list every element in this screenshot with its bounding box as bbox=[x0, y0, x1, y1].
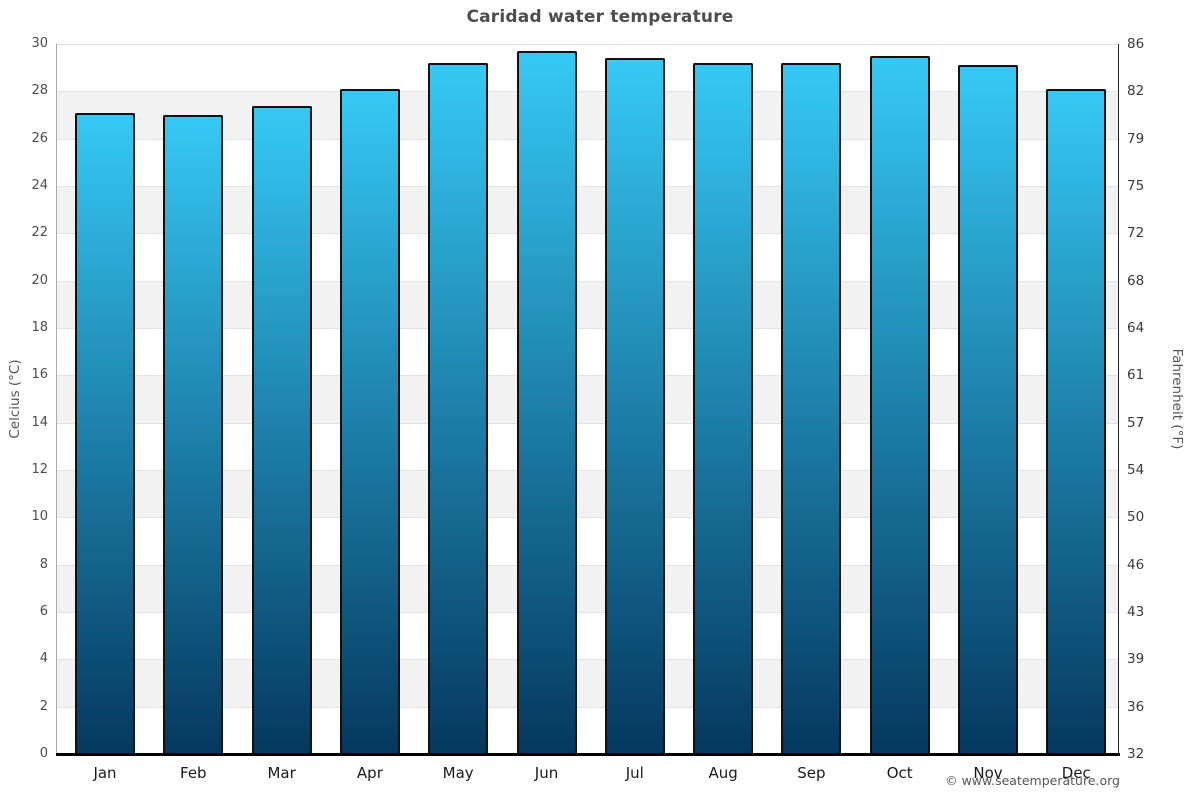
x-tick-label: Sep bbox=[797, 764, 826, 782]
gridline bbox=[57, 706, 1119, 708]
y-tick-label-fahrenheit: 32 bbox=[1127, 746, 1145, 762]
x-tick-label: Mar bbox=[267, 764, 296, 782]
y-tick-label-celsius: 24 bbox=[31, 178, 48, 193]
bar-dec bbox=[1046, 88, 1107, 754]
bar-jul bbox=[604, 58, 665, 754]
y-tick-label-celsius: 18 bbox=[31, 320, 48, 335]
bar-feb bbox=[163, 115, 224, 754]
right-axis-line bbox=[1118, 44, 1119, 755]
bottom-axis-line bbox=[56, 753, 1120, 756]
y-tick-label-fahrenheit: 46 bbox=[1127, 556, 1145, 573]
gridline bbox=[57, 91, 1119, 93]
y-tick-label-fahrenheit: 64 bbox=[1127, 320, 1145, 336]
y-tick-label-fahrenheit: 79 bbox=[1127, 130, 1145, 147]
y-tick-label-celsius: 28 bbox=[31, 83, 48, 99]
bar-apr bbox=[339, 88, 400, 754]
bar-oct bbox=[869, 55, 930, 754]
gridline bbox=[57, 470, 1119, 471]
x-tick-label: Apr bbox=[356, 764, 383, 782]
y-tick-label-celsius: 16 bbox=[31, 367, 48, 383]
chart-title: Caridad water temperature bbox=[466, 7, 734, 27]
gridline bbox=[57, 659, 1119, 661]
gridline bbox=[57, 44, 1119, 45]
bar-jan bbox=[75, 112, 135, 754]
x-tick-label: Feb bbox=[180, 764, 207, 782]
x-tick-label: Jan bbox=[93, 764, 117, 782]
bar-sep bbox=[781, 62, 842, 754]
background-band bbox=[57, 280, 1119, 328]
y-tick-label-fahrenheit: 86 bbox=[1127, 36, 1145, 52]
background-band bbox=[57, 659, 1119, 707]
y-tick-label-celsius: 0 bbox=[39, 746, 48, 761]
x-tick-label: Aug bbox=[708, 764, 738, 782]
y-tick-label-fahrenheit: 72 bbox=[1127, 225, 1145, 242]
bar-mar bbox=[251, 105, 312, 754]
y-tick-label-fahrenheit: 82 bbox=[1127, 83, 1145, 100]
gridline bbox=[57, 422, 1119, 424]
x-tick-label: Nov bbox=[973, 764, 1003, 782]
gridline bbox=[57, 186, 1119, 187]
x-tick-label: Dec bbox=[1061, 764, 1091, 782]
y-tick-label-fahrenheit: 36 bbox=[1127, 698, 1145, 715]
x-tick-label: Jul bbox=[625, 764, 644, 782]
y-tick-label-celsius: 20 bbox=[31, 272, 48, 288]
y-tick-label-fahrenheit: 43 bbox=[1127, 604, 1145, 620]
gridline bbox=[57, 564, 1119, 566]
y-tick-label-fahrenheit: 61 bbox=[1127, 367, 1145, 384]
background-band bbox=[57, 470, 1119, 518]
copyright-footer: © www.seatemperature.org bbox=[945, 773, 1120, 788]
y-tick-label-celsius: 10 bbox=[31, 509, 48, 525]
bar-nov bbox=[958, 65, 1018, 754]
y-tick-label-fahrenheit: 54 bbox=[1127, 462, 1145, 478]
plot-area bbox=[57, 44, 1119, 754]
y-tick-label-fahrenheit: 50 bbox=[1127, 509, 1145, 526]
y-tick-label-fahrenheit: 75 bbox=[1127, 178, 1145, 194]
y-tick-label-fahrenheit: 68 bbox=[1127, 272, 1145, 289]
x-tick-label: May bbox=[442, 764, 474, 782]
x-tick-label: Oct bbox=[886, 764, 913, 782]
gridline bbox=[57, 328, 1119, 329]
bar-aug bbox=[693, 62, 754, 754]
bar-may bbox=[428, 62, 489, 754]
background-band bbox=[57, 91, 1119, 139]
gridline bbox=[57, 233, 1119, 235]
y-tick-label-celsius: 8 bbox=[39, 556, 48, 572]
y-tick-label-celsius: 26 bbox=[31, 130, 48, 146]
x-tick-label: Jun bbox=[534, 764, 559, 782]
y-tick-label-celsius: 22 bbox=[31, 225, 48, 241]
y-tick-label-fahrenheit: 39 bbox=[1127, 651, 1145, 668]
gridline bbox=[57, 375, 1119, 377]
y-tick-label-celsius: 14 bbox=[31, 414, 48, 430]
y-tick-label-fahrenheit: 57 bbox=[1127, 414, 1145, 431]
gridline bbox=[57, 138, 1119, 140]
gridline bbox=[57, 612, 1119, 613]
gridline bbox=[57, 517, 1119, 519]
background-band bbox=[57, 375, 1119, 423]
y-tick-label-celsius: 2 bbox=[39, 698, 48, 714]
background-band bbox=[57, 564, 1119, 612]
bar-jun bbox=[516, 51, 577, 754]
gridline bbox=[57, 280, 1119, 282]
y-tick-label-celsius: 12 bbox=[31, 462, 48, 477]
left-axis-line bbox=[56, 44, 57, 754]
y-tick-label-celsius: 6 bbox=[39, 604, 48, 619]
background-band bbox=[57, 186, 1119, 234]
y-tick-label-celsius: 30 bbox=[31, 36, 48, 51]
y-tick-label-celsius: 4 bbox=[39, 651, 48, 667]
fahrenheit-axis-label: Fahrenheit (°F) bbox=[1169, 348, 1185, 450]
